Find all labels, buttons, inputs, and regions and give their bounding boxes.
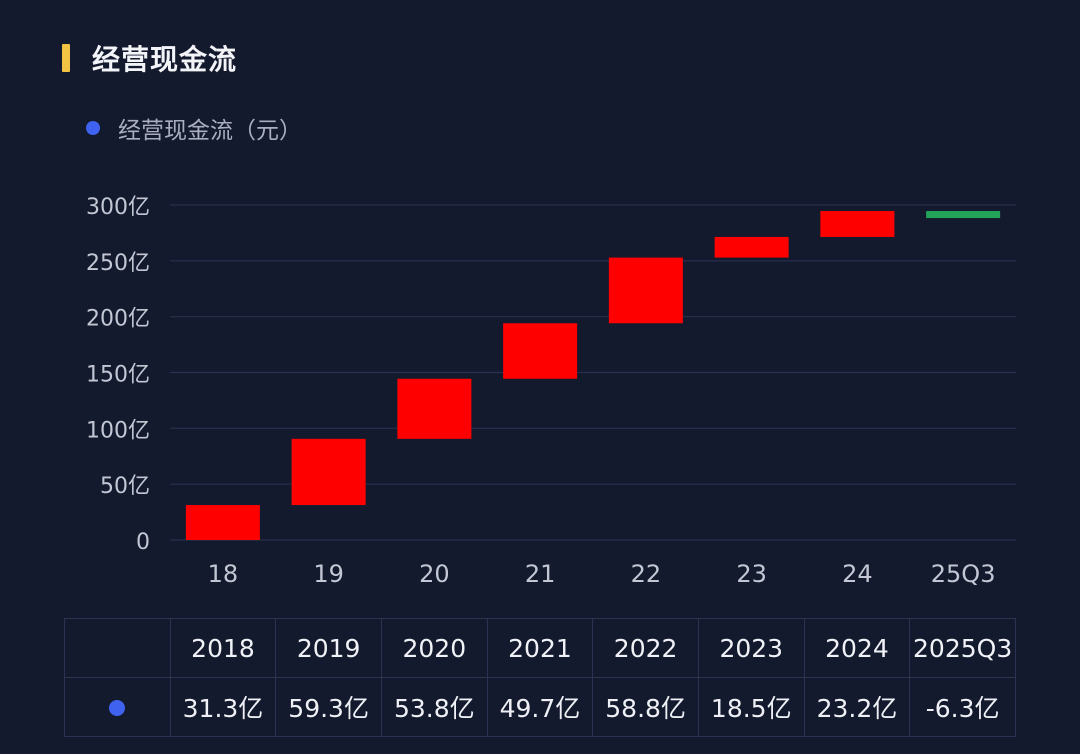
waterfall-bar [503, 323, 578, 379]
table-value-cell: 59.3亿 [275, 677, 382, 737]
y-tick-label: 200亿 [86, 307, 150, 332]
chart-legend[interactable]: 经营现金流（元） [86, 110, 302, 146]
x-tick-label: 18 [208, 560, 239, 588]
waterfall-chart: 0 50亿 100亿 150亿 200亿 250亿 300亿 18 19 20 21 22 23 24 25… [86, 195, 1016, 588]
waterfall-bar [820, 211, 895, 237]
table-header-cell: 2024 [803, 618, 911, 678]
legend-dot-icon [86, 121, 100, 135]
table-header-cell: 2025Q3 [909, 618, 1016, 678]
x-tick-label: 20 [419, 560, 450, 588]
waterfall-bar [185, 505, 260, 540]
y-tick-label: 250亿 [86, 251, 150, 276]
table-header-cell: 2018 [169, 618, 277, 678]
table-header-cell: 2020 [380, 618, 488, 678]
y-tick-label: 100亿 [86, 418, 150, 443]
legend-label: 经营现金流（元） [118, 118, 302, 144]
y-tick-label: 50亿 [100, 474, 150, 499]
table-value-cell: -6.3亿 [909, 677, 1016, 737]
x-tick-label: 24 [842, 560, 873, 588]
x-tick-label: 19 [313, 560, 344, 588]
section-header: 经营现金流 [62, 38, 237, 78]
table-value-cell: 58.8亿 [592, 677, 699, 737]
waterfall-bar [926, 211, 1001, 219]
waterfall-bar [291, 438, 366, 506]
x-tick-label: 22 [631, 560, 662, 588]
data-table: 2018 2019 2020 2021 2022 2023 2024 2025Q… [64, 618, 1016, 737]
section-title: 经营现金流 [92, 43, 238, 76]
series-marker-cell [64, 677, 171, 737]
waterfall-bar [608, 257, 683, 324]
x-tick-label: 25Q3 [931, 560, 996, 588]
table-value-cell: 49.7亿 [486, 677, 594, 737]
series-dot-icon [109, 699, 126, 716]
table-value-cell: 23.2亿 [803, 677, 911, 737]
waterfall-bar [397, 378, 472, 439]
table-header-cell: 2021 [486, 618, 594, 678]
y-tick-label: 150亿 [86, 363, 150, 388]
table-row: 31.3亿 59.3亿 53.8亿 49.7亿 58.8亿 18.5亿 23.2… [64, 677, 1016, 737]
y-tick-label: 300亿 [86, 195, 150, 220]
table-header-row: 2018 2019 2020 2021 2022 2023 2024 2025Q… [64, 618, 1016, 678]
x-tick-label: 21 [525, 560, 556, 588]
table-header-cell: 2023 [697, 618, 805, 678]
table-value-cell: 31.3亿 [169, 677, 277, 737]
table-value-cell: 18.5亿 [697, 677, 805, 737]
x-tick-label: 23 [736, 560, 767, 588]
table-corner-cell [64, 618, 171, 678]
y-tick-label: 0 [136, 530, 150, 555]
table-header-cell: 2019 [275, 618, 382, 678]
table-header-cell: 2022 [592, 618, 699, 678]
waterfall-bar [714, 236, 789, 258]
table-value-cell: 53.8亿 [380, 677, 488, 737]
accent-bar [62, 44, 70, 72]
